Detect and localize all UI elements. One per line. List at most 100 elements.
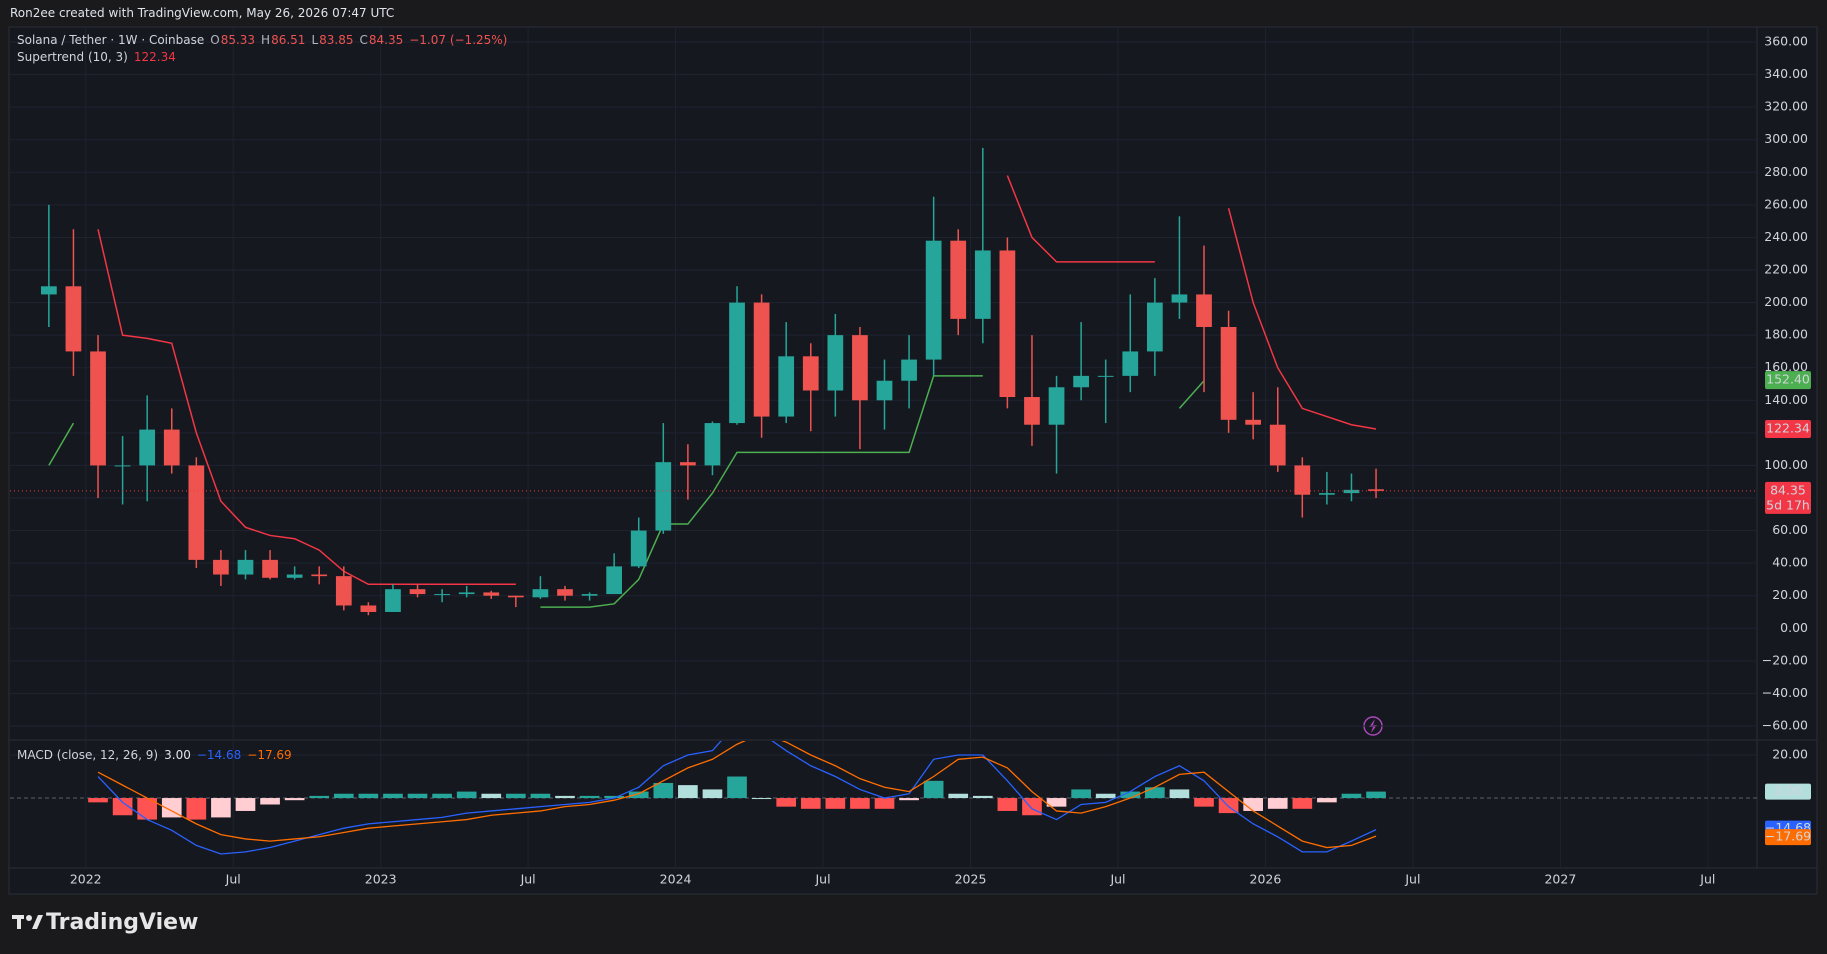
histogram-bar: [211, 798, 231, 818]
y-tick-label: 360.00: [1764, 34, 1808, 49]
candle-body: [704, 423, 721, 466]
macd-line: [97, 741, 1377, 855]
histogram-bar: [1071, 789, 1091, 799]
histogram-bar: [506, 793, 526, 799]
signal-line: [97, 741, 1377, 849]
histogram-bar: [604, 795, 624, 799]
candle-body: [1146, 302, 1163, 352]
y-tick-label: 280.00: [1764, 164, 1808, 179]
x-tick-label: Jul: [1404, 872, 1420, 887]
candle-body: [630, 530, 647, 567]
candle-body: [41, 286, 57, 295]
x-tick-label: 2023: [365, 872, 397, 887]
histogram-bar: [653, 782, 674, 799]
histogram-bar: [997, 798, 1018, 811]
ohlc-key: L: [311, 33, 319, 47]
histogram-bar: [284, 798, 305, 801]
y-tick-label: 60.00: [1772, 522, 1808, 537]
x-tick-label: Jul: [520, 872, 536, 887]
candle-body: [385, 589, 401, 612]
histogram-bar: [972, 795, 993, 799]
candle-body: [802, 356, 819, 391]
candle-body: [139, 429, 156, 466]
histogram-bar: [899, 798, 919, 801]
x-tick-label: Jul: [815, 872, 831, 887]
histogram-bar: [678, 785, 698, 799]
histogram-bar: [948, 793, 969, 799]
candle-body: [286, 574, 303, 578]
ohlc-key: O: [210, 33, 220, 47]
x-tick-label: 2027: [1544, 872, 1576, 887]
histogram-bar: [579, 795, 600, 799]
candle-body: [753, 302, 770, 417]
histogram-bar: [874, 798, 895, 809]
supertrend-up: [1178, 380, 1205, 409]
histogram-bar: [456, 791, 477, 799]
candle-body: [1073, 375, 1089, 388]
ohlc-value: 83.85: [319, 33, 354, 47]
supertrend-down: [97, 229, 516, 586]
candle-body: [335, 576, 352, 606]
histogram-bar: [751, 798, 772, 800]
candle-body: [213, 559, 229, 575]
histogram-bar: [1341, 793, 1362, 799]
candle-body: [1097, 375, 1114, 377]
histogram-bar: [161, 798, 182, 818]
histogram-bar: [333, 793, 354, 799]
price-change: −1.07 (−1.25%): [409, 33, 508, 47]
histogram-bar: [260, 798, 280, 805]
histogram-bar: [88, 798, 108, 803]
candle-body: [114, 465, 131, 467]
histogram-bar: [1169, 789, 1190, 799]
candle-body: [1294, 465, 1311, 495]
candle-body: [1319, 493, 1335, 495]
histogram-bar: [235, 798, 256, 811]
histogram-bar: [1317, 798, 1337, 803]
indicator-name: Supertrend (10, 3): [17, 50, 128, 64]
price-label-box: [1765, 371, 1811, 390]
supertrend-legend: Supertrend (10, 3) 122.34: [17, 50, 176, 64]
indicator-name: MACD (close, 12, 26, 9): [17, 748, 159, 762]
candle-body: [827, 335, 844, 391]
y-tick-label: 100.00: [1764, 457, 1808, 472]
histogram-bar: [923, 780, 944, 799]
candle-body: [262, 559, 278, 578]
y-tick-label: 300.00: [1764, 131, 1808, 146]
signal-value: −17.69: [247, 748, 292, 762]
candle-body: [1196, 294, 1212, 328]
y-tick-label: 0.00: [1780, 620, 1808, 635]
candle-body: [65, 286, 82, 352]
histogram-bar: [309, 795, 330, 799]
candle-body: [90, 351, 106, 466]
ohlc-key: C: [359, 33, 368, 47]
y-tick-label: 20.00: [1772, 746, 1808, 761]
supertrend-up: [48, 422, 75, 466]
candle-body: [1368, 489, 1384, 491]
histogram-bar: [555, 795, 575, 799]
footer-logo: TradingView: [46, 910, 199, 935]
candle-body: [458, 592, 475, 595]
y-tick-label: 140.00: [1764, 392, 1808, 407]
candle-body: [1343, 489, 1360, 494]
price-pane: [10, 28, 1757, 739]
histogram-bar: [1046, 798, 1067, 807]
x-tick-label: Jul: [225, 872, 241, 887]
candle-body: [532, 589, 549, 598]
candle-body: [974, 250, 991, 319]
candle-body: [1171, 294, 1188, 303]
candle-body: [1024, 397, 1040, 425]
signal-label-box: [1765, 829, 1811, 846]
histogram-bar: [1292, 798, 1313, 809]
ohlc-key: H: [261, 33, 271, 47]
y-tick-label: 220.00: [1764, 262, 1808, 277]
price-label: 152.40: [1766, 372, 1810, 387]
candle-body: [483, 592, 500, 596]
ohlc-value: 86.51: [271, 33, 306, 47]
logo-icon: [12, 915, 43, 929]
price-legend: Solana / Tether · 1W · Coinbase O 85.33 H 86…: [17, 33, 507, 47]
x-tick-label: Jul: [1109, 872, 1125, 887]
candle-body: [409, 589, 426, 595]
candle-body: [434, 594, 450, 596]
histogram-bar: [383, 793, 403, 799]
